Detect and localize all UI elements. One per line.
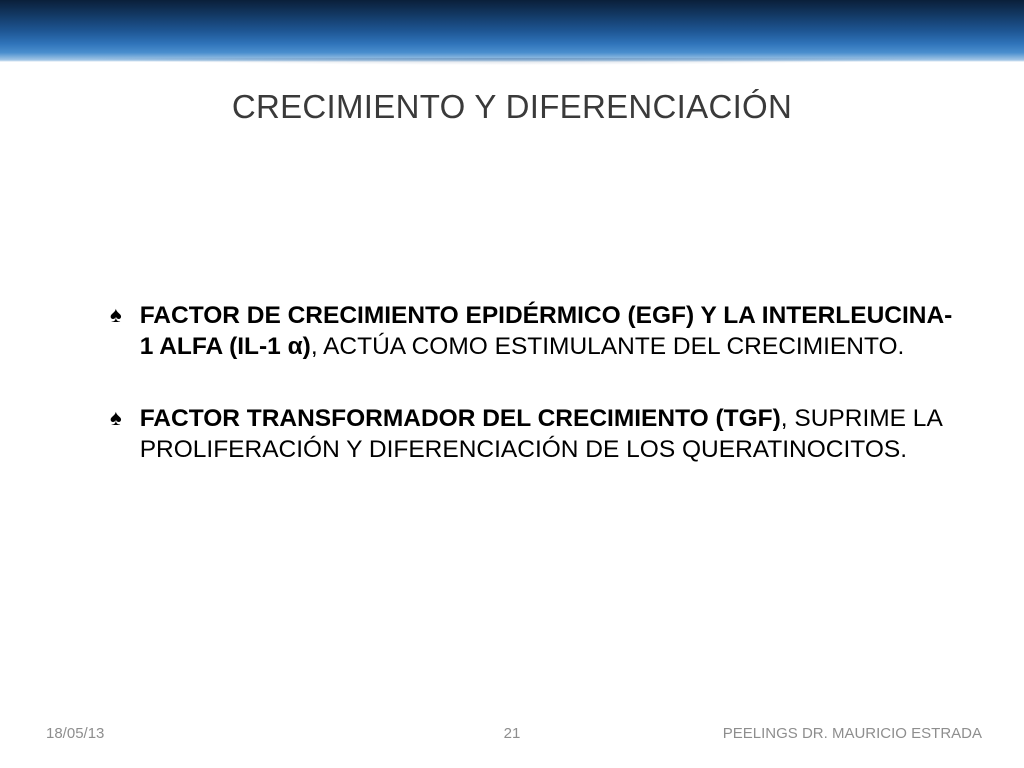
bullet-rest: , ACTÚA COMO ESTIMULANTE DEL CRECIMIENTO… [311, 333, 905, 360]
footer-date: 18/05/13 [46, 725, 104, 742]
slide-footer: 18/05/13 21 PEELINGS DR. MAURICIO ESTRAD… [0, 725, 1024, 742]
bullet-text: FACTOR TRANSFORMADOR DEL CRECIMIENTO (TG… [140, 403, 954, 466]
footer-page-number: 21 [504, 725, 521, 742]
slide-body: ♠ FACTOR DE CRECIMIENTO EPIDÉRMICO (EGF)… [110, 300, 954, 505]
spade-icon: ♠ [110, 403, 122, 433]
bullet-item: ♠ FACTOR DE CRECIMIENTO EPIDÉRMICO (EGF)… [110, 300, 954, 363]
footer-author: PEELINGS DR. MAURICIO ESTRADA [723, 725, 982, 742]
bullet-text: FACTOR DE CRECIMIENTO EPIDÉRMICO (EGF) Y… [140, 300, 954, 363]
bullet-bold-lead: FACTOR TRANSFORMADOR DEL CRECIMIENTO (TG… [140, 405, 781, 432]
slide-title: CRECIMIENTO Y DIFERENCIACIÓN [0, 88, 1024, 126]
bullet-item: ♠ FACTOR TRANSFORMADOR DEL CRECIMIENTO (… [110, 403, 954, 466]
header-gradient-band [0, 0, 1024, 62]
spade-icon: ♠ [110, 300, 122, 330]
